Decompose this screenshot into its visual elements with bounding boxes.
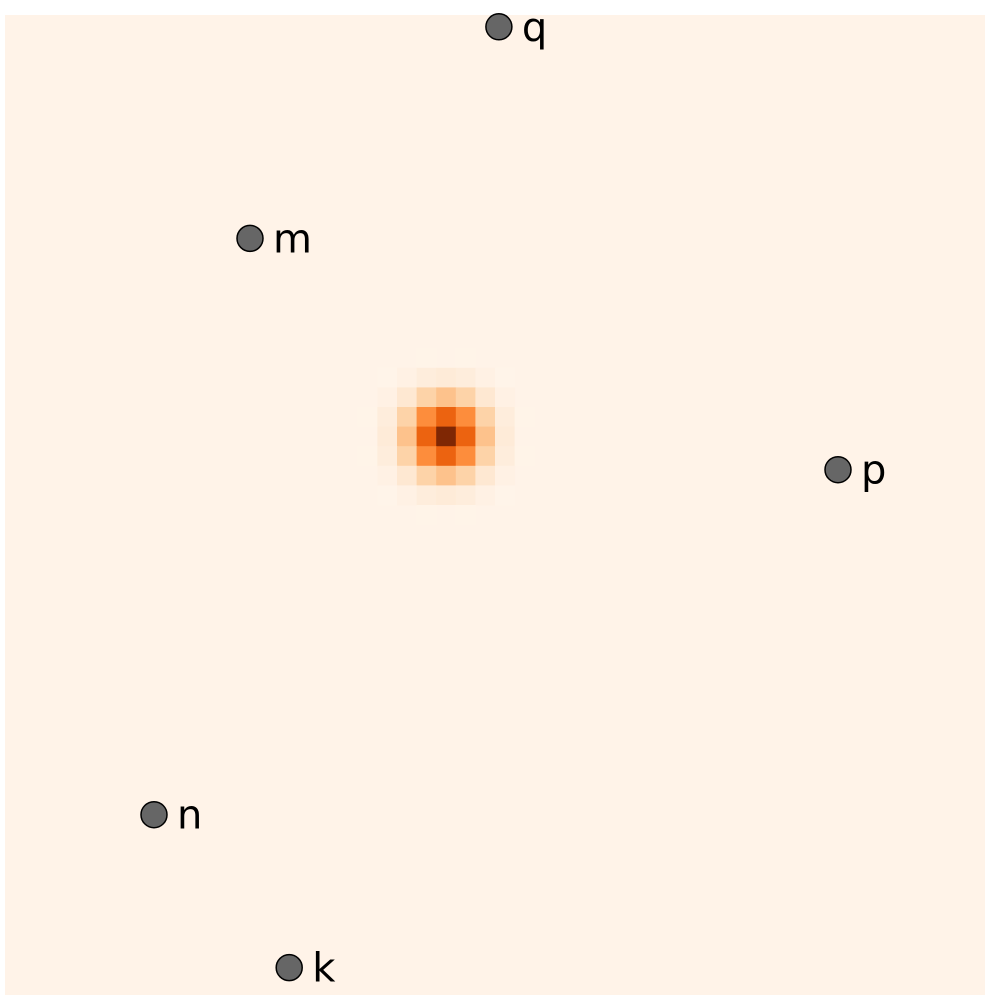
- heatmap-cell: [416, 348, 437, 369]
- heatmap-cell: [436, 465, 457, 486]
- heatmap-cell: [416, 485, 437, 506]
- heatmap-cell: [377, 367, 398, 388]
- point-label: m: [273, 216, 312, 262]
- heatmap-cell: [397, 387, 418, 408]
- heatmap-cell: [455, 465, 476, 486]
- heatmap-cell: [397, 407, 418, 428]
- heatmap-cell: [436, 505, 457, 526]
- heatmap-cell: [495, 465, 516, 486]
- heatmap-cell: [455, 407, 476, 428]
- heatmap-cell: [377, 387, 398, 408]
- heatmap-cell: [455, 348, 476, 369]
- heatmap-cell: [475, 465, 496, 486]
- heatmap-cell: [416, 407, 437, 428]
- heatmap-cell: [397, 485, 418, 506]
- heatmap-cell: [455, 367, 476, 388]
- heatmap-cell: [436, 446, 457, 467]
- point-p: p: [824, 448, 886, 494]
- heatmap-cell: [416, 387, 437, 408]
- point-n: n: [140, 793, 202, 839]
- point-k: k: [275, 946, 336, 992]
- heatmap-cell: [436, 485, 457, 506]
- point-label: k: [312, 946, 336, 992]
- heatmap-cell: [416, 446, 437, 467]
- heatmap-cell: [377, 465, 398, 486]
- heatmap-cell: [416, 505, 437, 526]
- heatmap-cell: [397, 367, 418, 388]
- heatmap-cell: [397, 426, 418, 447]
- heatmap-cell: [495, 387, 516, 408]
- heatmap-cell: [397, 446, 418, 467]
- heatmap-cell: [495, 426, 516, 447]
- heatmap-cell: [357, 446, 378, 467]
- heatmap-cell: [495, 446, 516, 467]
- heatmap-cell: [397, 465, 418, 486]
- heatmap-cell: [495, 485, 516, 506]
- heatmap-cell: [357, 426, 378, 447]
- point-m: m: [236, 216, 312, 262]
- heatmap-cell: [495, 367, 516, 388]
- heatmap-cell: [455, 426, 476, 447]
- point-label: p: [861, 448, 886, 494]
- point-markers: q m p n k: [140, 5, 886, 992]
- heatmap-cell: [377, 407, 398, 428]
- heatmap-cell: [475, 387, 496, 408]
- heatmap-cell: [475, 485, 496, 506]
- heatmap-cell: [377, 485, 398, 506]
- heatmap-cell: [436, 367, 457, 388]
- heatmap-cell: [455, 387, 476, 408]
- heatmap-cell: [514, 407, 535, 428]
- point-marker: [485, 13, 513, 41]
- heatmap-cell: [357, 407, 378, 428]
- heatmap-cell: [475, 426, 496, 447]
- heatmap-cell: [475, 367, 496, 388]
- point-marker: [824, 455, 852, 484]
- point-q: q: [485, 5, 547, 51]
- heatmap-cell: [455, 446, 476, 467]
- heatmap-cell: [416, 367, 437, 388]
- point-label: q: [522, 5, 547, 51]
- heatmap-cell: [436, 348, 457, 369]
- heatmap-cell: [495, 407, 516, 428]
- point-marker: [275, 953, 303, 982]
- heatmap-cell: [475, 446, 496, 467]
- heatmap-cell: [455, 485, 476, 506]
- heatmap-cell: [436, 426, 457, 447]
- heatmap-cells: [357, 348, 535, 526]
- heatmap-cell: [436, 407, 457, 428]
- heatmap-cell: [475, 407, 496, 428]
- heatmap-cell: [416, 426, 437, 447]
- point-marker: [236, 224, 264, 253]
- heatmap-cell: [455, 505, 476, 526]
- point-label: n: [177, 793, 202, 839]
- point-marker: [140, 800, 168, 829]
- heatmap-cell: [436, 387, 457, 408]
- heatmap-cell: [416, 465, 437, 486]
- heatmap-cell: [514, 446, 535, 467]
- heatmap-cell: [377, 426, 398, 447]
- heatmap-cell: [514, 426, 535, 447]
- heatmap-cell: [377, 446, 398, 467]
